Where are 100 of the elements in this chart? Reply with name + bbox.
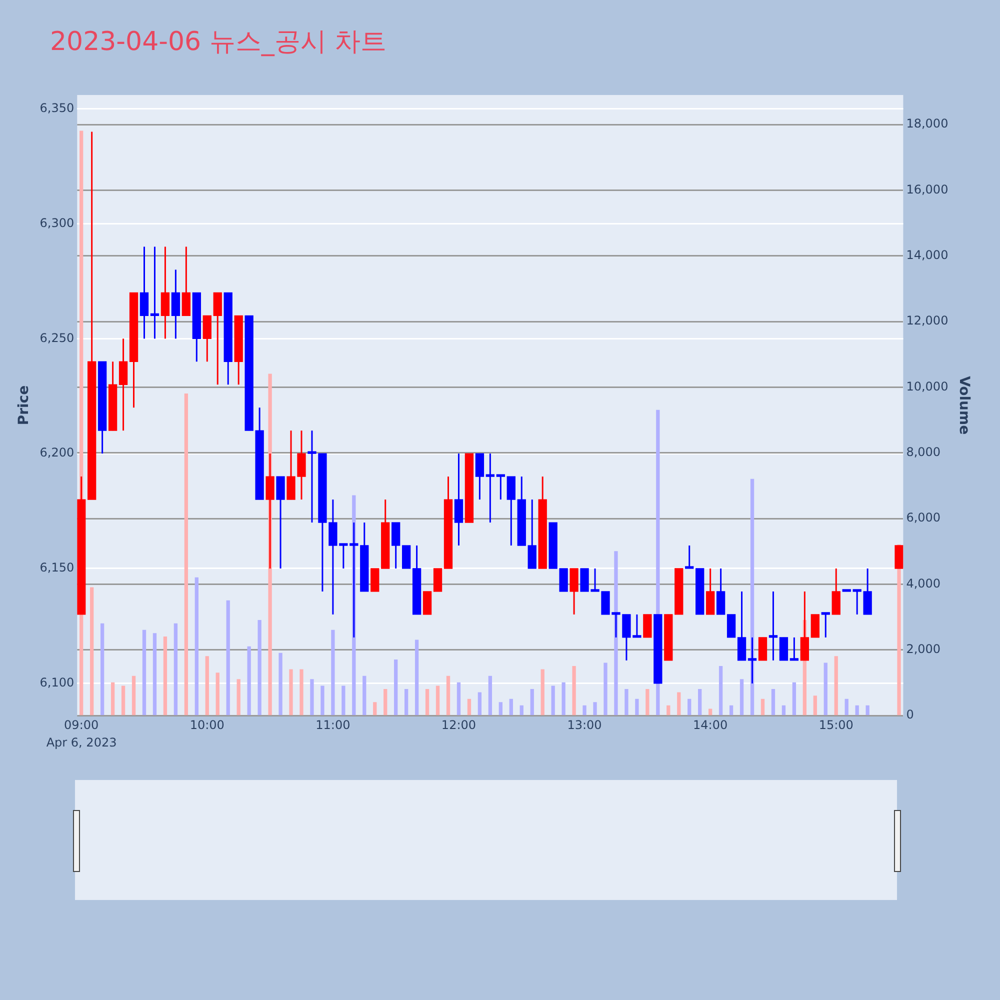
y2-tick-label: 2,000 [906,642,941,656]
candlestick [664,614,673,661]
y2-tick-label: 0 [906,708,914,722]
bar [834,656,838,716]
bar [824,662,828,716]
bar [509,698,513,716]
bar [635,698,639,716]
bar [278,652,282,716]
candlestick [810,614,820,638]
bar [425,689,430,716]
candlestick [370,568,380,592]
bar [446,676,450,716]
bar [498,702,502,716]
bar [698,689,702,716]
bar [666,705,670,716]
x-tick-label: 14:00 [693,718,728,732]
bar [121,686,126,716]
bar [373,702,377,716]
y2-tick-label: 16,000 [906,182,948,196]
y-tick-label: 6,350 [40,100,74,115]
y2-tick-label: 8,000 [906,445,941,460]
y2-tick-label: 6,000 [906,510,941,525]
text: Apr 6, 2023 [46,736,117,750]
x-tick-label: 09:00 [64,718,99,732]
bar [174,623,178,716]
x-tick-label: 15:00 [818,718,854,732]
bar [310,679,314,716]
x-tick-label: 10:00 [190,718,224,732]
bar [866,705,870,716]
candlestick [643,614,652,638]
y-tick-label: 6,300 [40,216,74,230]
bar [467,698,472,716]
y2-tick-label: 10,000 [906,379,948,394]
bar [247,646,251,716]
candlestick [726,614,736,638]
bar [362,676,366,716]
chart-title: 2023-04-06 뉴스_공시 차트 [50,27,387,57]
bar [708,708,712,716]
bar [132,676,136,716]
bar [478,692,482,716]
y-tick-label: 6,100 [40,676,74,690]
bar [646,689,650,716]
bar [331,630,335,716]
candlestick [422,591,432,615]
bar [300,669,304,716]
candlestick [696,568,704,615]
candlestick [779,636,788,662]
bar [844,698,848,716]
y-tick-label: 6,250 [40,330,74,345]
bar [320,686,324,716]
candlestick [654,614,662,684]
bar [456,682,461,716]
bar [782,705,786,716]
bar [520,705,524,716]
bar [688,698,692,716]
y2-tick-label: 18,000 [906,116,948,131]
bar [593,702,597,716]
bar [205,656,209,716]
bar [384,689,388,716]
bar [740,679,744,716]
bar [540,669,544,716]
bar [530,689,534,716]
bar [414,640,419,716]
bar [729,705,734,716]
bar [289,669,293,716]
candlestick [464,453,474,523]
bar [110,682,115,716]
bar [194,577,198,716]
bar [677,692,681,716]
bar [163,636,168,716]
bar [582,705,586,716]
candlestick [433,568,442,592]
bar [718,666,723,716]
bar [562,682,566,716]
bar [436,686,440,716]
x-tick-label: 12:00 [441,718,476,732]
bar [216,672,220,716]
bar [760,698,765,716]
bar [792,682,796,716]
candlestick [768,590,778,662]
bar [90,587,94,716]
x-tick-label: 13:00 [567,718,602,732]
candlestick [758,636,768,662]
candlestick [402,545,411,569]
bar [488,676,492,716]
bar [572,666,576,716]
y-tick-label: 6,200 [40,446,74,460]
y-tick-label: 6,150 [40,560,74,575]
candlestick [790,636,799,662]
bar [551,686,555,716]
bar [404,689,408,716]
bar [142,630,146,716]
bar [184,393,188,716]
bar [394,659,398,716]
bar [236,679,240,716]
y2-tick-label: 4,000 [906,576,941,590]
bar [624,689,628,716]
y2-tick-label: 12,000 [906,314,948,328]
y2-axis-title: Volume [956,376,972,435]
bar [813,696,817,716]
